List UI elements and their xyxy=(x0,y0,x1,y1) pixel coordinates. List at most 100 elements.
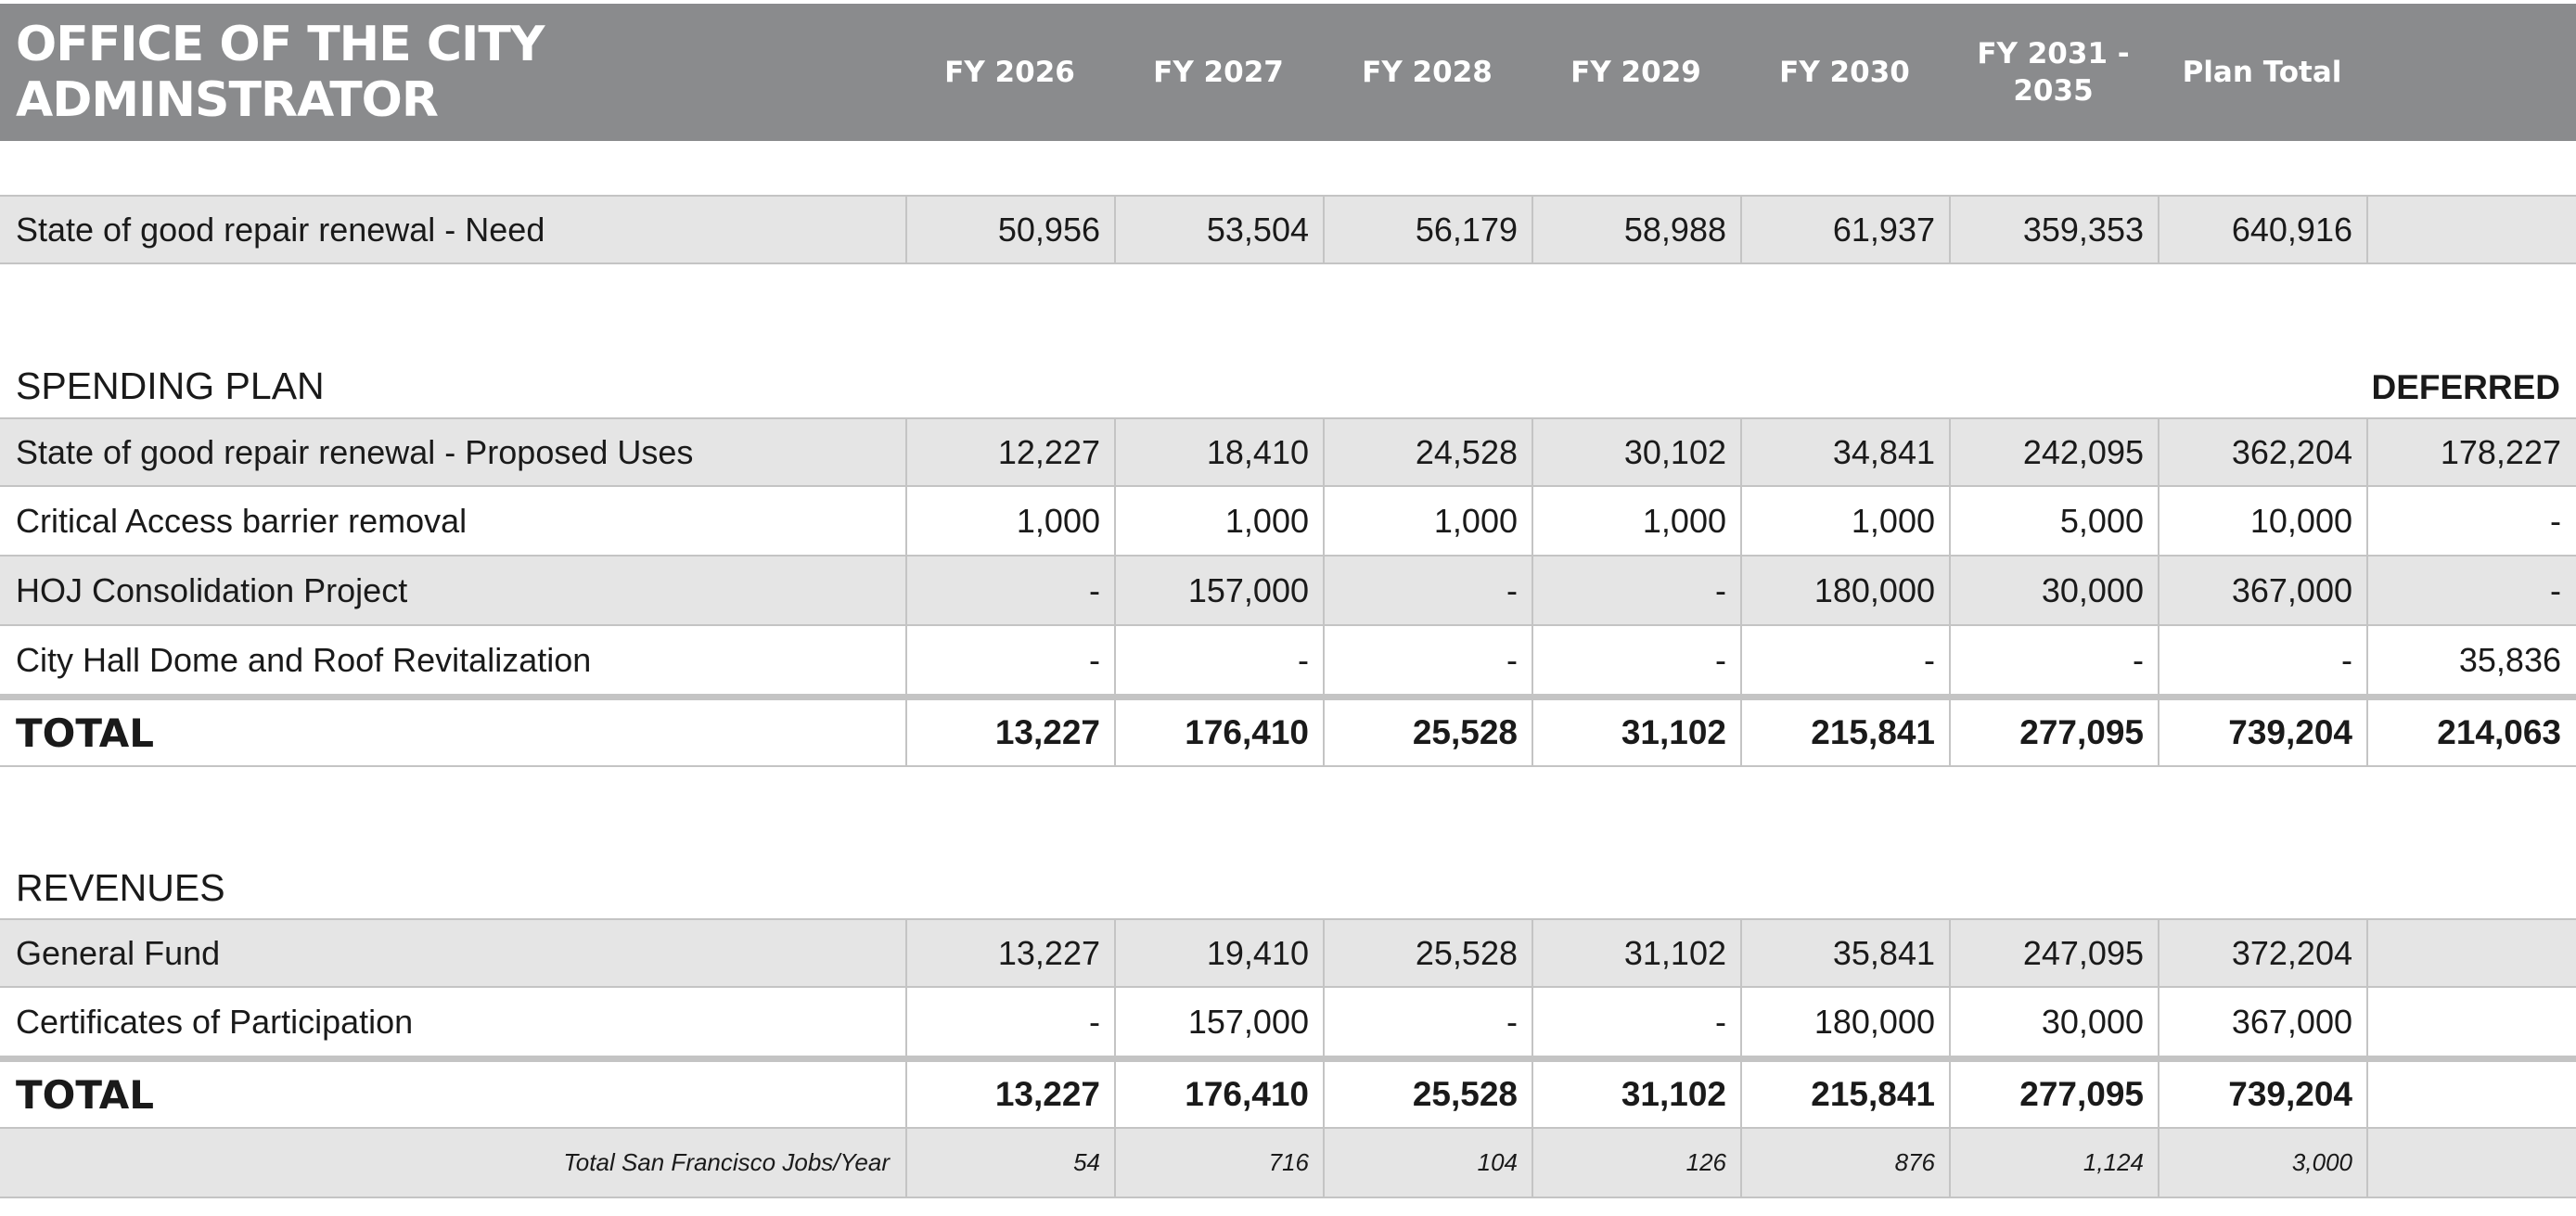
column-header xyxy=(2366,4,2575,141)
table-cell: 25,528 xyxy=(1323,700,1532,765)
table-cell: - xyxy=(2158,626,2366,694)
table-cell: 13,227 xyxy=(905,1062,1114,1127)
table-cell: 180,000 xyxy=(1740,988,1949,1056)
table-cell: 157,000 xyxy=(1114,557,1323,624)
row-label: State of good repair renewal - Proposed … xyxy=(16,432,694,471)
table-cell: 31,102 xyxy=(1532,1062,1740,1127)
table-cell: 277,095 xyxy=(1949,700,2158,765)
jobs-row: Total San Francisco Jobs/Year 54 716 104… xyxy=(0,1129,2576,1198)
table-cell xyxy=(2366,920,2575,986)
table-cell: 1,000 xyxy=(905,487,1114,555)
table-cell: - xyxy=(1949,626,2158,694)
column-header: FY 2031 - 2035 xyxy=(1977,37,2130,108)
table-cell: 242,095 xyxy=(1949,419,2158,485)
deferred-label: DEFERRED xyxy=(2371,368,2560,406)
row-label: TOTAL xyxy=(16,1071,155,1118)
table-row-need: State of good repair renewal - Need 50,9… xyxy=(0,195,2576,264)
table-cell xyxy=(2366,1062,2575,1127)
revenues-total-row: TOTAL 13,227 176,410 25,528 31,102 215,8… xyxy=(0,1056,2576,1129)
table-cell: - xyxy=(2366,557,2575,624)
section-title-spending: SPENDING PLAN xyxy=(16,365,325,407)
table-cell: 180,000 xyxy=(1740,557,1949,624)
row-label: General Fund xyxy=(16,933,221,972)
table-cell: 215,841 xyxy=(1740,700,1949,765)
table-cell: - xyxy=(1323,557,1532,624)
table-cell: - xyxy=(905,626,1114,694)
table-cell: 30,102 xyxy=(1532,419,1740,485)
table-cell: 739,204 xyxy=(2158,700,2366,765)
table-cell: - xyxy=(905,557,1114,624)
table-cell xyxy=(2366,1129,2575,1197)
table-cell: 5,000 xyxy=(1949,487,2158,555)
table-cell: 876 xyxy=(1740,1129,1949,1197)
table-cell: 13,227 xyxy=(905,920,1114,986)
table-cell: 24,528 xyxy=(1323,419,1532,485)
table-cell: 1,124 xyxy=(1949,1129,2158,1197)
table-cell: 19,410 xyxy=(1114,920,1323,986)
table-cell: 277,095 xyxy=(1949,1062,2158,1127)
table-cell: 31,102 xyxy=(1532,920,1740,986)
table-cell: - xyxy=(905,988,1114,1056)
table-cell: 61,937 xyxy=(1740,197,1949,262)
table-cell: 157,000 xyxy=(1114,988,1323,1056)
table-cell: 30,000 xyxy=(1949,988,2158,1056)
table-cell: 30,000 xyxy=(1949,557,2158,624)
column-header: Plan Total xyxy=(2182,56,2342,89)
table-cell xyxy=(2366,197,2575,262)
row-label: HOJ Consolidation Project xyxy=(16,570,408,609)
table-cell: 10,000 xyxy=(2158,487,2366,555)
table-cell: 54 xyxy=(905,1129,1114,1197)
column-header: FY 2027 xyxy=(1153,56,1284,89)
table-cell: - xyxy=(1532,626,1740,694)
table-cell: 367,000 xyxy=(2158,557,2366,624)
table-cell: - xyxy=(1532,557,1740,624)
row-label: Certificates of Participation xyxy=(16,1002,414,1041)
table-cell: 1,000 xyxy=(1740,487,1949,555)
table-row: State of good repair renewal - Proposed … xyxy=(0,417,2576,487)
table-cell: 640,916 xyxy=(2158,197,2366,262)
table-cell: 362,204 xyxy=(2158,419,2366,485)
table-cell: 13,227 xyxy=(905,700,1114,765)
table-cell: - xyxy=(1323,626,1532,694)
table-row: General Fund 13,227 19,410 25,528 31,102… xyxy=(0,918,2576,988)
table-cell: 1,000 xyxy=(1114,487,1323,555)
row-label: TOTAL xyxy=(16,710,155,756)
column-header: FY 2026 xyxy=(944,56,1075,89)
table-cell: 53,504 xyxy=(1114,197,1323,262)
table-cell: 18,410 xyxy=(1114,419,1323,485)
table-cell: 176,410 xyxy=(1114,700,1323,765)
table-row: Critical Access barrier removal 1,000 1,… xyxy=(0,487,2576,557)
table-cell: 739,204 xyxy=(2158,1062,2366,1127)
table-cell: 176,410 xyxy=(1114,1062,1323,1127)
table-cell: 359,353 xyxy=(1949,197,2158,262)
table-cell: 35,841 xyxy=(1740,920,1949,986)
table-cell: 25,528 xyxy=(1323,1062,1532,1127)
table-header: OFFICE OF THE CITY ADMINSTRATOR FY 2026 … xyxy=(0,4,2576,141)
table-cell: 214,063 xyxy=(2366,700,2575,765)
row-label: Total San Francisco Jobs/Year xyxy=(563,1148,890,1176)
table-cell: 372,204 xyxy=(2158,920,2366,986)
table-cell: 35,836 xyxy=(2366,626,2575,694)
table-row: Certificates of Participation - 157,000 … xyxy=(0,988,2576,1057)
table-cell: 716 xyxy=(1114,1129,1323,1197)
table-cell: - xyxy=(1323,988,1532,1056)
table-cell: 12,227 xyxy=(905,419,1114,485)
table-cell: 1,000 xyxy=(1323,487,1532,555)
row-label: City Hall Dome and Roof Revitalization xyxy=(16,640,592,679)
table-cell: 215,841 xyxy=(1740,1062,1949,1127)
table-cell: 3,000 xyxy=(2158,1129,2366,1197)
table-cell: - xyxy=(1532,988,1740,1056)
table-cell: 1,000 xyxy=(1532,487,1740,555)
table-cell: 34,841 xyxy=(1740,419,1949,485)
table-cell: 50,956 xyxy=(905,197,1114,262)
row-label: Critical Access barrier removal xyxy=(16,501,468,540)
spending-total-row: TOTAL 13,227 176,410 25,528 31,102 215,8… xyxy=(0,694,2576,767)
column-header: FY 2028 xyxy=(1362,56,1493,89)
table-cell: 126 xyxy=(1532,1129,1740,1197)
column-header: FY 2030 xyxy=(1779,56,1910,89)
table-cell: 58,988 xyxy=(1532,197,1740,262)
table-cell: 367,000 xyxy=(2158,988,2366,1056)
table-cell: 178,227 xyxy=(2366,419,2575,485)
table-cell: 56,179 xyxy=(1323,197,1532,262)
column-header: FY 2029 xyxy=(1570,56,1701,89)
